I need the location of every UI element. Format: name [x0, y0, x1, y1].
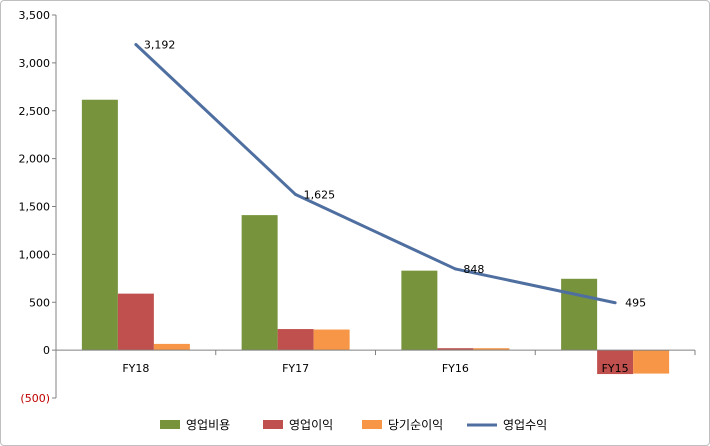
bar-operating-income — [277, 329, 314, 351]
y-tick-label: (500) — [20, 392, 50, 405]
y-tick-label: 3,000 — [19, 57, 51, 70]
bars — [81, 99, 670, 375]
legend-label: 영업이익 — [289, 418, 333, 432]
category-label: FY18 — [122, 362, 149, 375]
y-tick-label: 1,500 — [19, 201, 51, 214]
legend-label: 영업비용 — [186, 418, 230, 432]
revenue-data-label: 3,192 — [144, 38, 176, 51]
legend-swatch — [160, 420, 180, 429]
revenue-point — [134, 42, 138, 46]
y-tick-label: 2,000 — [19, 153, 51, 166]
bar-net-income — [633, 350, 670, 374]
legend-label: 영업수익 — [503, 418, 547, 432]
category-label: FY15 — [602, 362, 629, 375]
revenue-data-label: 1,625 — [304, 189, 336, 202]
bar-net-income — [313, 329, 350, 351]
y-axis: 3,500 3,000 2,500 2,000 1,500 1,000 500 0 (500) — [19, 9, 57, 405]
legend-label: 당기순이익 — [388, 418, 443, 432]
bar-net-income — [153, 343, 190, 351]
revenue-line-path — [134, 43, 616, 305]
bar-operating-income — [597, 350, 634, 375]
y-tick-label: 500 — [29, 296, 50, 309]
bar-operating-expense — [241, 215, 278, 351]
legend-swatch — [362, 420, 382, 429]
y-tick-label: 0 — [43, 344, 50, 357]
bar-net-income — [473, 348, 510, 351]
legend-swatch — [263, 420, 283, 429]
revenue-point — [613, 301, 617, 305]
bar-operating-expense — [81, 99, 118, 351]
bar-operating-income — [437, 348, 474, 351]
bar-operating-income — [117, 293, 154, 351]
category-label: FY16 — [442, 362, 469, 375]
bar-operating-expense — [401, 270, 438, 351]
category-label: FY17 — [282, 362, 309, 375]
revenue-line: 3,192 1,625 848 495 — [134, 38, 646, 310]
y-tick-label: 3,500 — [19, 9, 51, 22]
x-axis: FY18 FY17 FY16 FY15 — [55, 349, 696, 375]
y-tick-label: 2,500 — [19, 105, 51, 118]
bar-operating-expense — [561, 278, 598, 351]
legend: 영업비용 영업이익 당기순이익 영업수익 — [160, 418, 547, 432]
revenue-point — [453, 267, 457, 271]
revenue-data-label: 848 — [463, 263, 484, 276]
revenue-data-label: 495 — [625, 297, 646, 310]
y-tick-label: 1,000 — [19, 248, 51, 261]
revenue-point — [294, 193, 298, 197]
